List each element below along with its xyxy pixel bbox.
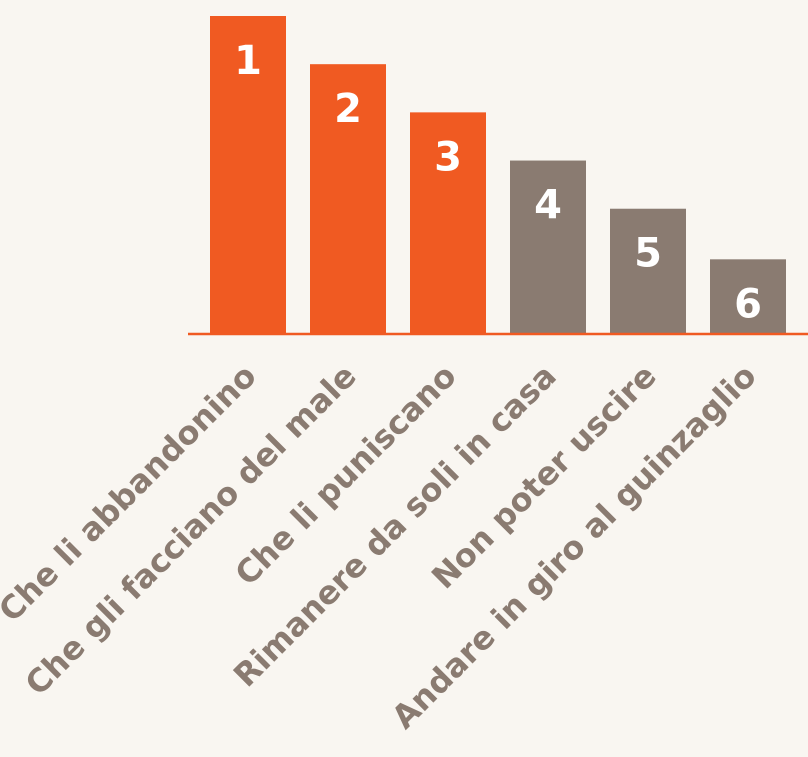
bar-label-1: 1 xyxy=(234,38,262,84)
bar-6 xyxy=(710,259,786,334)
bar-3 xyxy=(410,112,486,334)
bar-label-4: 4 xyxy=(534,183,562,229)
bar-1 xyxy=(210,16,286,334)
bar-5 xyxy=(610,208,686,334)
bar-label-3: 3 xyxy=(434,134,462,180)
bar-label-5: 5 xyxy=(634,231,662,277)
bar-label-6: 6 xyxy=(734,281,762,327)
bar-number-labels: 1 2 3 4 5 6 xyxy=(234,38,762,327)
category-label-6: Andare in giro al guinzaglio xyxy=(384,357,763,736)
bar-4 xyxy=(510,160,586,334)
bar-label-2: 2 xyxy=(334,86,362,132)
bar-2 xyxy=(310,64,386,334)
bars-group xyxy=(210,16,786,334)
